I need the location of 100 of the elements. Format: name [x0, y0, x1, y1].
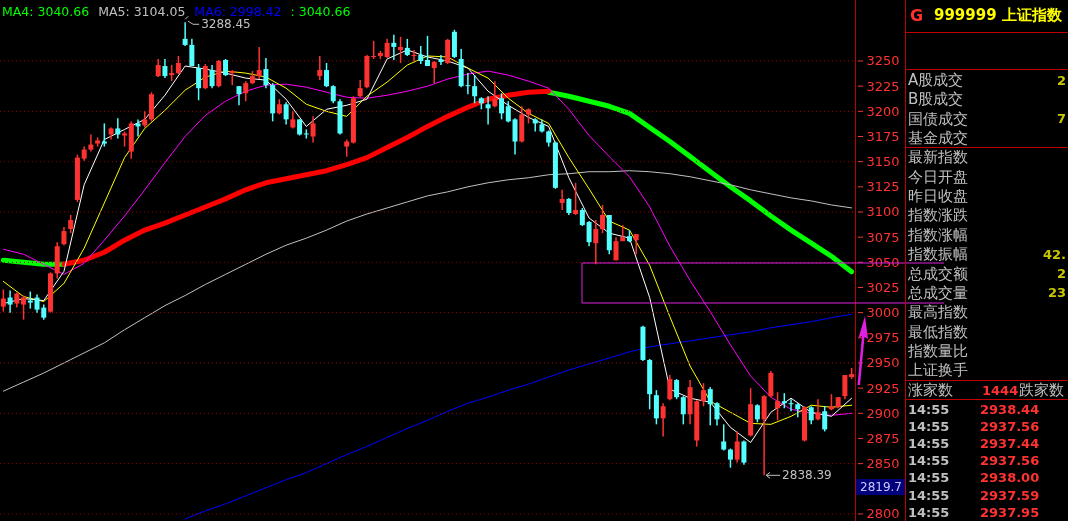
candlestick	[175, 55, 181, 75]
y-tick-label: 3250	[866, 53, 900, 69]
candlestick	[775, 391, 781, 422]
y-tick-label: 3225	[866, 78, 900, 94]
candlestick	[660, 402, 666, 438]
candlestick	[667, 374, 673, 401]
y-tick-label: 3050	[866, 254, 900, 270]
candlestick	[586, 220, 592, 247]
candlestick	[512, 117, 518, 156]
candlestick	[593, 219, 599, 266]
candlestick	[196, 63, 202, 101]
candlestick	[505, 100, 511, 124]
candlestick	[579, 207, 585, 227]
y-tick-label: 2875	[866, 430, 900, 446]
candlestick	[418, 45, 424, 65]
candlestick	[243, 80, 249, 103]
y-tick-label: 3175	[866, 128, 900, 144]
candlestick	[324, 62, 330, 88]
candlestick	[330, 84, 336, 105]
candlestick	[68, 214, 74, 234]
candlestick	[438, 54, 444, 66]
text: 2937.56	[980, 418, 1040, 434]
annotation: 3288.45	[201, 17, 251, 32]
candlestick	[371, 40, 377, 60]
candlestick	[101, 122, 107, 148]
candlestick	[822, 405, 828, 433]
text: MA6: 2998.42	[194, 3, 282, 19]
y-tick-label: 2950	[866, 355, 900, 371]
candlestick	[727, 447, 733, 469]
text: 14:55	[908, 453, 950, 469]
candlestick	[425, 35, 430, 67]
candlestick	[653, 389, 659, 426]
candlestick	[721, 423, 727, 452]
text: 涨家数	[908, 381, 953, 399]
text: 1444	[982, 382, 1019, 398]
text: 14:55	[908, 487, 950, 503]
candlestick	[492, 80, 498, 109]
candlestick	[472, 74, 478, 105]
text: 14:55	[908, 435, 950, 451]
candlestick	[135, 118, 141, 138]
candlestick	[21, 294, 27, 321]
candlestick	[189, 38, 195, 67]
text: 2	[1056, 266, 1066, 281]
text: A股成交	[908, 71, 964, 89]
candlestick	[310, 115, 316, 144]
y-tick-label: 2975	[866, 330, 900, 346]
y-tick-label: 2800	[866, 506, 900, 521]
text: 上证换手	[908, 361, 968, 380]
candlestick	[701, 382, 707, 407]
text: 总成交额	[907, 264, 968, 283]
y-tick-label: 3075	[866, 229, 900, 245]
text: 2938.44	[980, 401, 1040, 417]
y-tick-label: 3100	[866, 204, 900, 220]
text: 指数涨跌	[907, 206, 968, 225]
y-tick-label: 3150	[866, 154, 900, 170]
candlestick	[842, 374, 848, 400]
y-tick-label: 2900	[866, 405, 900, 421]
y-tick-label: 3025	[866, 279, 900, 295]
text: 2937.56	[980, 453, 1040, 469]
candlestick	[573, 182, 579, 216]
candlestick	[768, 370, 774, 398]
candlestick	[236, 85, 242, 107]
candlestick	[202, 63, 208, 90]
candlestick	[263, 57, 269, 89]
text: B股成交	[908, 90, 964, 109]
text: 42.	[1042, 246, 1066, 262]
text: 2937.44	[980, 435, 1040, 451]
text: 昨日收盘	[908, 187, 968, 206]
text: 14:55	[908, 418, 950, 434]
candlestick	[162, 58, 168, 79]
candlestick	[754, 403, 760, 424]
candlestick	[815, 398, 821, 422]
candlestick	[61, 226, 67, 246]
candlestick	[445, 38, 451, 65]
text: 国债成交	[908, 109, 968, 128]
text: 指数涨幅	[907, 225, 968, 244]
text: 最新指数	[908, 148, 968, 167]
annotation: : 3040.66	[290, 3, 351, 19]
text: 今日开盘	[908, 167, 968, 186]
text: 最低指数	[908, 322, 968, 341]
text: 总成交量	[907, 283, 968, 302]
candlestick	[391, 34, 397, 61]
text: 7	[1056, 111, 1066, 127]
candlestick	[680, 395, 686, 426]
candlestick	[155, 58, 161, 78]
candlestick	[0, 288, 6, 313]
candlestick	[431, 60, 437, 84]
y-tick-label: 2925	[866, 380, 900, 396]
candlestick	[182, 21, 188, 47]
y-tick-label: 3125	[866, 179, 900, 195]
candlestick	[398, 36, 404, 64]
candlestick	[532, 117, 538, 133]
candlestick	[734, 430, 740, 464]
y-tick-label: 2850	[866, 456, 900, 472]
candlestick	[115, 117, 121, 140]
candlestick	[209, 64, 215, 89]
candlestick	[283, 101, 289, 126]
text: 指数量比	[907, 341, 968, 360]
candlestick	[633, 233, 639, 256]
candlestick	[741, 439, 747, 466]
